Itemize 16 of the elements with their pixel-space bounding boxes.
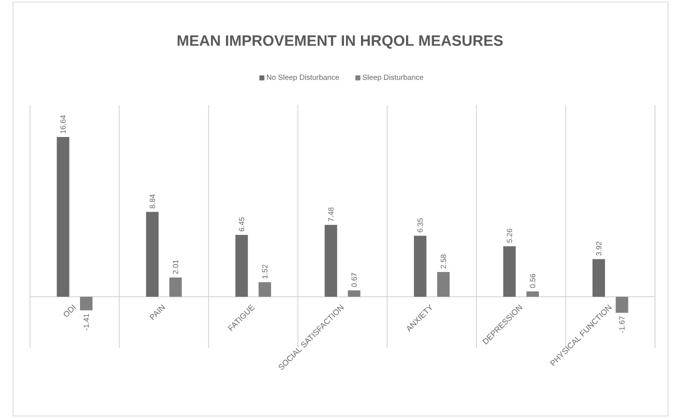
bar: [348, 290, 360, 297]
bar: [414, 236, 426, 297]
bar: [503, 246, 516, 297]
bar: [146, 212, 159, 297]
bar: [56, 136, 70, 297]
bar: [258, 282, 272, 297]
bar: [437, 272, 450, 297]
bar: [80, 296, 93, 310]
bar: [169, 277, 182, 297]
bar: [592, 259, 605, 297]
bar: [324, 224, 338, 297]
bar: [616, 296, 628, 313]
bar: [526, 291, 539, 297]
chart-title: MEAN IMPROVEMENT IN HRQOL MEASURES: [178, 35, 503, 49]
x-tick-label: ODI: [64, 304, 76, 317]
bar: [235, 234, 248, 297]
